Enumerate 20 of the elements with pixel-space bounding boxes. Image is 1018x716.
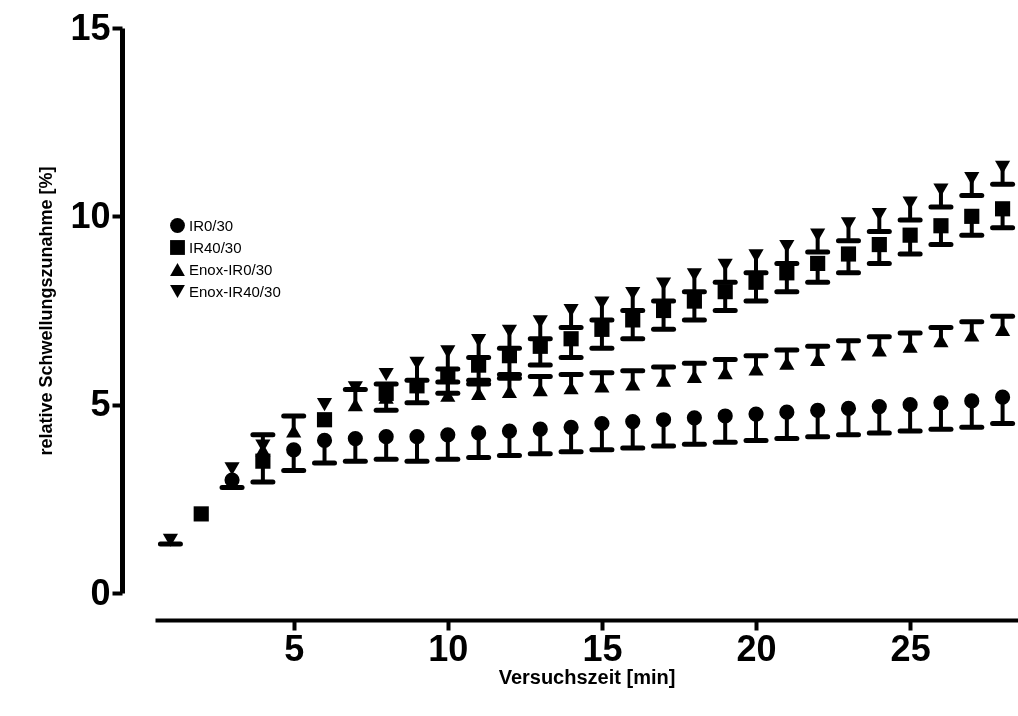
x-tick-label: 25 [890,627,931,669]
point [316,412,333,428]
x-tick-label: 10 [428,627,469,669]
y-tick-label: 15 [70,6,111,48]
point [933,218,949,234]
point [840,246,857,262]
point [748,274,764,290]
y-tick-label: 5 [90,383,111,425]
point [316,398,333,412]
point [193,506,209,522]
x-tick-label: 20 [736,627,777,669]
y-tick-label: 10 [70,194,111,236]
legend-label: Enox-IR40/30 [189,282,281,300]
y-axis-title: relative Schwellungszunahme [%] [36,166,57,456]
x-tick-label: 5 [284,627,305,669]
legend-label: Enox-IR0/30 [189,260,273,278]
point [378,367,394,382]
legend-label: IR0/30 [189,216,234,234]
y-tick-label: 0 [90,571,111,613]
legend-label: IR40/30 [189,238,242,256]
